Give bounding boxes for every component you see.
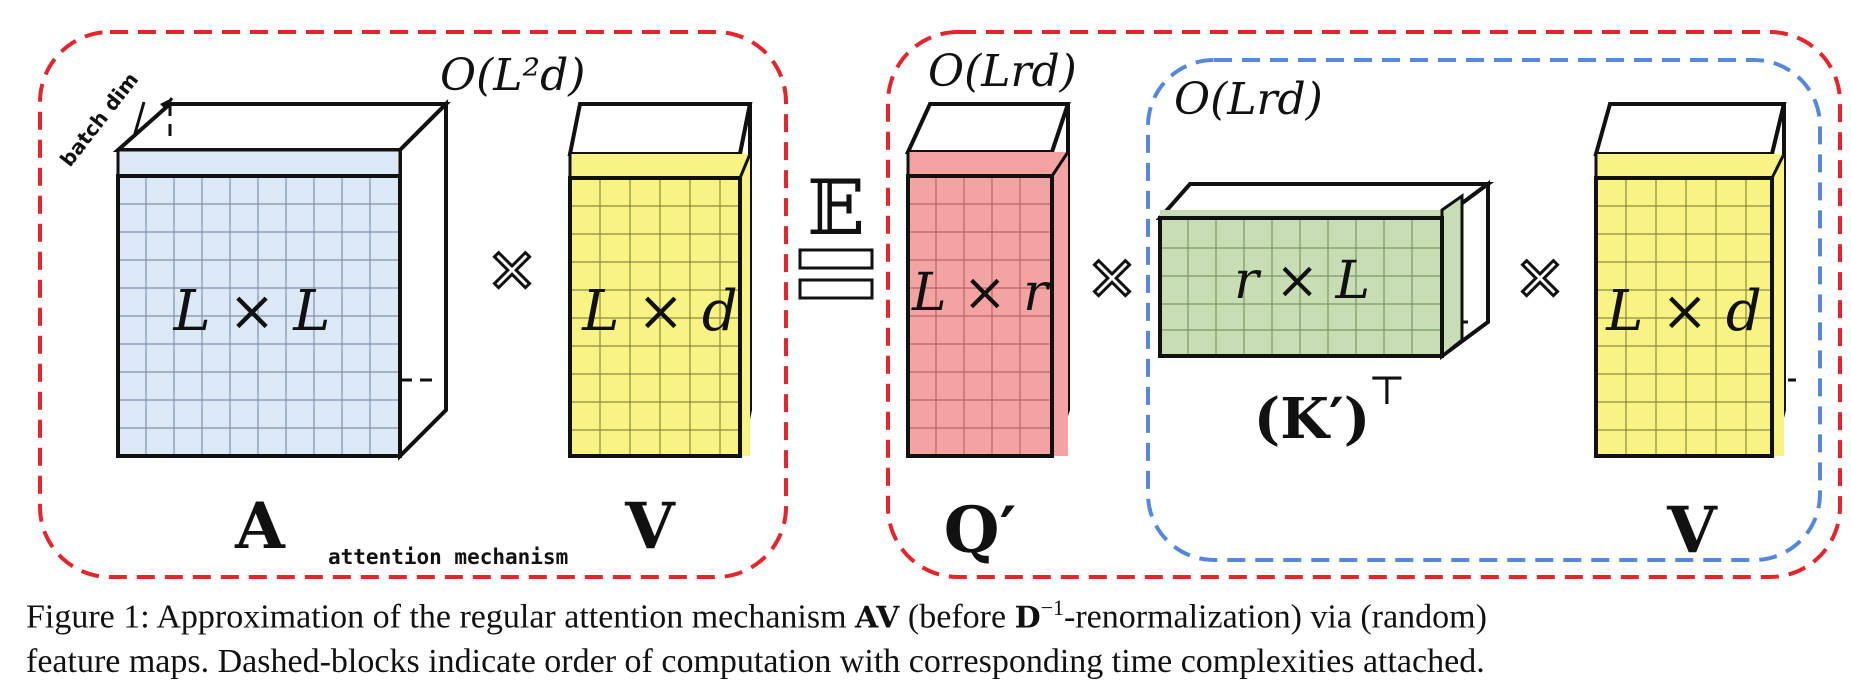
matrix-Q-dims: L × r — [911, 263, 1051, 323]
caption-line-1: Figure 1: Approximation of the regular a… — [26, 586, 1836, 640]
matrix-K-dims: r × L — [1234, 251, 1370, 311]
matrix-V-left-name: V — [624, 489, 676, 564]
matrix-K-transpose-superscript: ⊤ — [1368, 368, 1406, 414]
caption-math-D-exp: −1 — [1040, 595, 1065, 620]
inner-dashed-block — [1146, 58, 1822, 562]
matrix-Q-name: Q′ — [944, 493, 1017, 568]
times-operator-1: ✕ — [487, 237, 537, 307]
matrix-V-left-cube — [567, 102, 753, 458]
caption-math-AV: AV — [855, 600, 900, 636]
attention-diagram: O(L²d) O(Lrd) O(Lrd) batch dim L × L — [38, 30, 1842, 579]
times-operator-3: ✕ — [1515, 245, 1565, 315]
matrix-V-left-dims: L × d — [581, 279, 738, 344]
matrix-K-face — [1158, 216, 1444, 358]
matrix-V-right-cube — [1593, 102, 1796, 458]
matrix-V-right-dims: L × d — [1605, 279, 1762, 344]
caption-figure-label: Figure 1: — [26, 598, 150, 636]
matrix-A-name: A — [234, 489, 286, 564]
expectation-symbol: 𝔼 — [807, 163, 865, 252]
matrix-Q-cube — [904, 102, 1071, 458]
caption-text-3: -renormalization) via (random) — [1064, 598, 1487, 636]
caption-text-1: Approximation of the regular attention m… — [156, 598, 847, 636]
matrix-K-name: (K′) — [1254, 386, 1370, 452]
right-dashed-block — [886, 30, 1842, 579]
matrix-V-left-face — [568, 176, 742, 458]
caption-math-D: D — [1014, 600, 1041, 636]
times-operator-2: ✕ — [1087, 245, 1137, 315]
equals-sign — [798, 248, 874, 300]
matrix-K-cube — [1155, 180, 1495, 360]
complexity-left-label: O(L²d) — [440, 50, 585, 101]
caption-text-2: (before — [907, 598, 1007, 636]
complexity-right-label: O(Lrd) — [928, 46, 1077, 97]
mechanism-label: attention mechanism — [328, 545, 568, 569]
matrix-V-right-name: V — [1666, 493, 1718, 568]
matrix-A-dims: L × L — [173, 279, 331, 344]
matrix-Q-face — [906, 174, 1054, 458]
matrix-V-right-face — [1594, 176, 1774, 458]
matrix-A-cube — [112, 99, 451, 461]
figure-caption: Figure 1: Approximation of the regular a… — [26, 586, 1836, 684]
caption-line-2: feature maps. Dashed-blocks indicate ord… — [26, 643, 1485, 681]
complexity-inner-label: O(Lrd) — [1174, 74, 1323, 125]
